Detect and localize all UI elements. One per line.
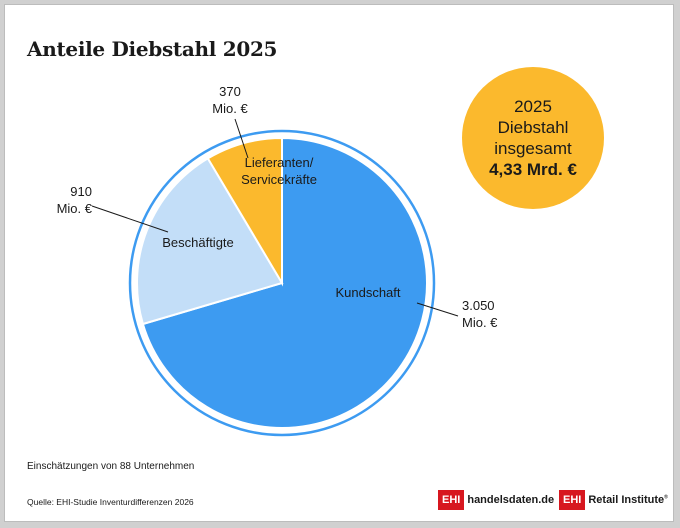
pie-slice-kundschaft xyxy=(141,136,428,429)
badge-line1: Diebstahl xyxy=(497,118,569,137)
handelsdaten-logo: EHI handelsdaten.de xyxy=(438,490,554,510)
badge-line2: insgesamt xyxy=(494,139,572,158)
badge-year: 2025 xyxy=(514,97,552,116)
value-label-lieferanten: 370 Mio. € xyxy=(212,84,248,116)
chart-title: Anteile Diebstahl 2025 xyxy=(27,37,278,61)
source-note: Quelle: EHI-Studie Inventurdifferenzen 2… xyxy=(27,497,194,507)
retail-institute-label: Retail Institute® xyxy=(588,494,668,506)
leader-line-kundschaft xyxy=(416,302,459,317)
badge-total: 4,33 Mrd. € xyxy=(489,160,577,179)
slice-label-kundschaft: Kundschaft xyxy=(335,285,400,300)
slice-label-beschaeftigte: Beschäftigte xyxy=(162,235,234,250)
ehi-mark: EHI xyxy=(438,490,465,510)
outer-ring xyxy=(128,129,436,437)
leader-line-lieferanten xyxy=(234,118,249,159)
footnote: Einschätzungen von 88 Unternehmen xyxy=(27,461,195,472)
pie-slice-beschaeftigte xyxy=(136,157,284,326)
handelsdaten-label: handelsdaten.de xyxy=(467,494,555,506)
slice-label-lieferanten: Lieferanten/Servicekräfte xyxy=(241,155,317,187)
ehi-mark: EHI xyxy=(559,490,586,510)
value-label-kundschaft: 3.050 Mio. € xyxy=(462,298,498,330)
total-badge: 2025 Diebstahl insgesamt 4,33 Mrd. € xyxy=(462,67,604,209)
value-label-beschaeftigte: 910 Mio. € xyxy=(57,184,93,216)
leader-line-beschaeftigte xyxy=(91,205,169,233)
infographic-card: Anteile Diebstahl 2025 2025 Diebstahl in… xyxy=(4,4,674,522)
ehi-retail-institute-logo: EHI Retail Institute® xyxy=(559,490,668,510)
